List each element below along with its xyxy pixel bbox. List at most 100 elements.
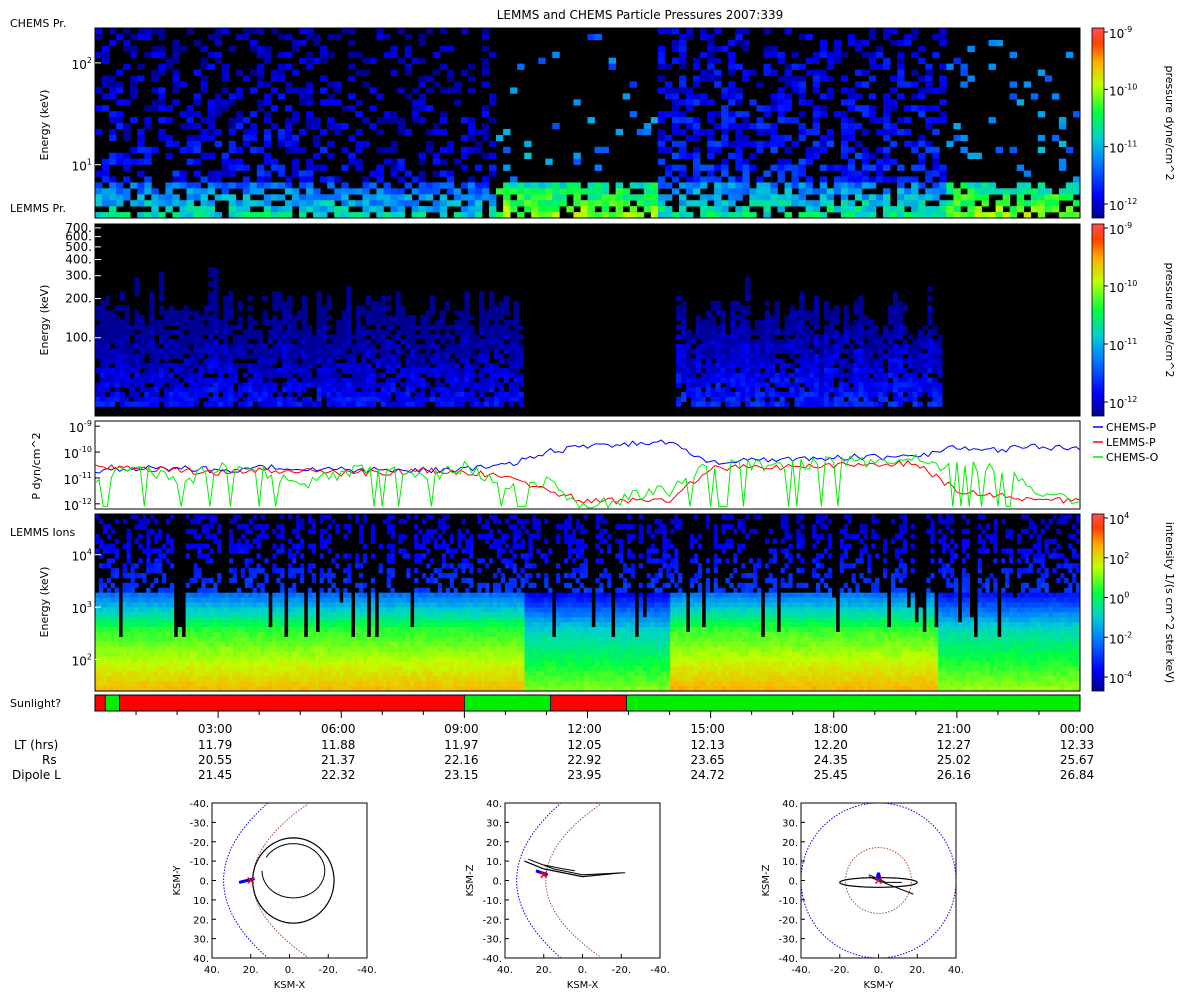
orbit-xtick-label: 40.: [204, 965, 220, 976]
orbit-xtick-label: -20.: [830, 965, 850, 976]
orbit-ytick-label: 20.: [193, 915, 209, 926]
orbit-frame: [211, 802, 368, 959]
legend-entry: LEMMS-P: [1106, 436, 1156, 449]
orbit-xlabel: KSM-X: [274, 980, 306, 991]
orbit-ytick-label: -20.: [482, 915, 502, 926]
orbit-ytick-label: 20.: [782, 838, 798, 849]
ytick-label-exp: -10: [79, 445, 92, 454]
orbit-xtick-label: -40.: [650, 965, 670, 976]
time-axis-table: 03:00 06:00 09:00 12:00 15:00 18:00 21:00 00:00…: [12, 711, 1094, 782]
ephemeris-value: 12.13: [690, 738, 724, 752]
orbit-xtick-label: 40.: [497, 965, 513, 976]
time-tick-label: 03:00: [198, 722, 233, 736]
ytick-label-exp: 4: [87, 548, 92, 557]
sunlight-segment-shadow: [550, 694, 627, 712]
sunlight-segment-sun: [104, 694, 121, 712]
orbit-ytick-label: 10.: [782, 857, 798, 868]
orbit-xtick-label: 20.: [536, 965, 552, 976]
orbit-track: [868, 874, 902, 883]
orbit-contents: [516, 803, 626, 958]
time-tick-label: 18:00: [813, 722, 848, 736]
colorbar-tick-label-exp: -9: [1124, 221, 1132, 230]
colorbar-tick-label: 102: [1109, 551, 1129, 567]
ytick-label-base: 10: [72, 602, 87, 616]
ytick-label-base: 10: [64, 499, 79, 513]
chems-pressure-heatmap: [95, 28, 1081, 219]
pressure-line-plot-area: [94, 420, 1081, 510]
orbit-xtick-label: -20.: [318, 965, 338, 976]
colorbar-label: pressure dyne/cm^2: [1163, 263, 1176, 378]
lemms-ions-label: LEMMS Ions: [10, 526, 75, 539]
colorbar-scale: [1091, 513, 1105, 692]
ytick-label-exp: -12: [79, 497, 92, 506]
orbit-xlabel: KSM-Y: [863, 980, 894, 991]
ephemeris-value: 11.97: [444, 738, 478, 752]
ephemeris-value: 12.05: [567, 738, 601, 752]
ytick-label: 104: [72, 548, 92, 564]
orbit-ytick-label: -10.: [482, 896, 502, 907]
colorbar-tick-label-base: 10: [1109, 339, 1124, 353]
orbit-ytick-label: -40.: [482, 954, 502, 965]
spacecraft-position-marker: [874, 876, 883, 885]
ephemeris-value: 24.35: [814, 753, 848, 767]
ytick-label-exp: -11: [79, 471, 92, 480]
orbit-track: [868, 876, 914, 895]
sunlight-segment-shadow: [119, 694, 465, 712]
magnetopause-boundary: [801, 803, 956, 958]
ytick-label-base: 10: [72, 160, 87, 174]
series-line-chems-p: [94, 439, 1081, 474]
colorbar-tick-label-exp: -11: [1124, 140, 1137, 149]
ephemeris-value: 23.65: [690, 753, 724, 767]
ephemeris-value: 11.88: [321, 738, 355, 752]
ytick-label-exp: 2: [87, 652, 92, 661]
orbit-ylabel: KSM-Z: [465, 864, 476, 896]
colorbar-tick-label: 10-12: [1109, 197, 1137, 213]
colorbar-tick-label-exp: -11: [1124, 337, 1137, 346]
ytick-label-base: 10: [72, 654, 87, 668]
orbit-contents: [801, 803, 956, 958]
colorbar-tick-label-base: 10: [1109, 397, 1124, 411]
ephemeris-value: 21.37: [321, 753, 355, 767]
series-line-chems-o: [94, 453, 1081, 509]
ephemeris-value: 26.16: [937, 768, 971, 782]
ytick-label-exp: 2: [87, 56, 92, 65]
lemms-ions-heatmap: [95, 514, 1081, 692]
spacecraft-position-marker: [247, 876, 255, 885]
orbit-ytick-label: 10.: [193, 896, 209, 907]
ytick-label: 102: [72, 56, 92, 72]
colorbar-tick-label-exp: -4: [1124, 670, 1132, 679]
colorbar-tick-label: 10-9: [1109, 221, 1132, 237]
colorbar-tick-label: 10-12: [1109, 395, 1137, 411]
orbit-ytick-label: 40.: [486, 799, 502, 810]
colorbar-tick-label-exp: -2: [1124, 630, 1132, 639]
orbit-ytick-label: 0.: [788, 877, 798, 888]
chems-pressure-label: CHEMS Pr.: [10, 17, 66, 30]
ytick-label-base: 10: [72, 550, 87, 564]
ephemeris-value: 12.20: [814, 738, 848, 752]
legend-entry: CHEMS-O: [1106, 451, 1159, 464]
time-tick-label: 21:00: [937, 722, 972, 736]
orbit-ytick-label: 30.: [193, 935, 209, 946]
colorbar-tick-label-base: 10: [1109, 223, 1124, 237]
ytick-label-exp: 3: [87, 600, 92, 609]
orbit-ylabel: KSM-Y: [172, 865, 183, 896]
ephemeris-value: 23.15: [444, 768, 478, 782]
ytick-label-base: 10: [69, 421, 84, 435]
ytick-label: 600.: [65, 230, 92, 244]
ytick-label: 103: [72, 600, 92, 616]
lemms-pressure-yticks: 700.600.500.400. 300. 200. 100.: [65, 221, 101, 345]
orbit-xtick-label: -40.: [357, 965, 377, 976]
ytick-label: 10-12: [64, 497, 92, 513]
ephemeris-value: 12.27: [937, 738, 971, 752]
orbit-ytick-label: 40.: [193, 954, 209, 965]
orbit-xtick-label: 20.: [243, 965, 259, 976]
ytick-label: 300.: [65, 269, 92, 283]
sunlight-label: Sunlight?: [10, 697, 61, 710]
